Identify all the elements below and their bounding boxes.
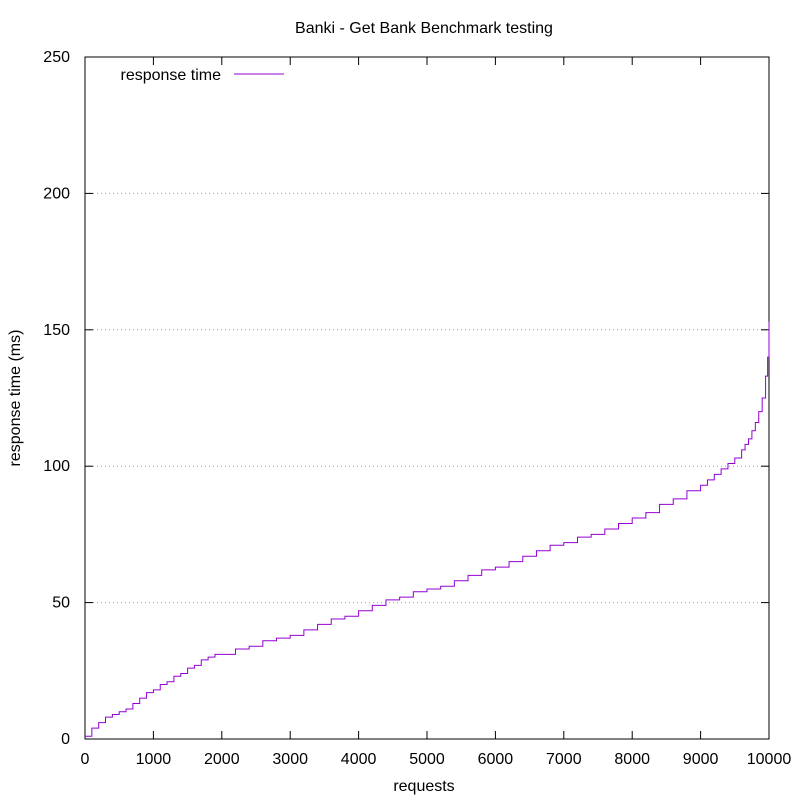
x-tick-label: 9000 — [683, 751, 719, 768]
x-tick-labels: 0 1000 2000 3000 4000 5000 6000 7000 8000 9000 100… — [81, 751, 792, 768]
y-tick-label: 0 — [61, 731, 70, 748]
plot-frame — [84, 56, 770, 740]
x-tick-label: 4000 — [341, 751, 377, 768]
chart-title: Banki - Get Bank Benchmark testing — [295, 20, 553, 37]
y-tick-label: 200 — [43, 185, 70, 202]
x-tick-label: 7000 — [546, 751, 582, 768]
x-tick-label: 10000 — [747, 751, 792, 768]
x-axis-label: requests — [393, 778, 454, 795]
y-tick-labels: 0 50 100 150 200 250 — [43, 49, 70, 748]
legend-label: response time — [121, 67, 222, 84]
y-tick-label: 250 — [43, 49, 70, 66]
x-tick-label: 5000 — [409, 751, 445, 768]
series-line-response-time — [85, 321, 770, 737]
y-tick-label: 100 — [43, 458, 70, 475]
x-tick-label: 1000 — [136, 751, 172, 768]
series-group — [85, 321, 770, 737]
x-tick-label: 0 — [81, 751, 90, 768]
y-axis-label: response time (ms) — [7, 330, 24, 467]
legend: response time — [121, 67, 284, 84]
x-tick-label: 8000 — [614, 751, 650, 768]
axis-ticks — [84, 56, 770, 740]
y-tick-label: 150 — [43, 322, 70, 339]
x-tick-label: 2000 — [204, 751, 240, 768]
x-tick-label: 6000 — [478, 751, 514, 768]
grid-lines — [85, 192, 769, 604]
y-tick-label: 50 — [52, 595, 70, 612]
x-tick-label: 3000 — [272, 751, 308, 768]
